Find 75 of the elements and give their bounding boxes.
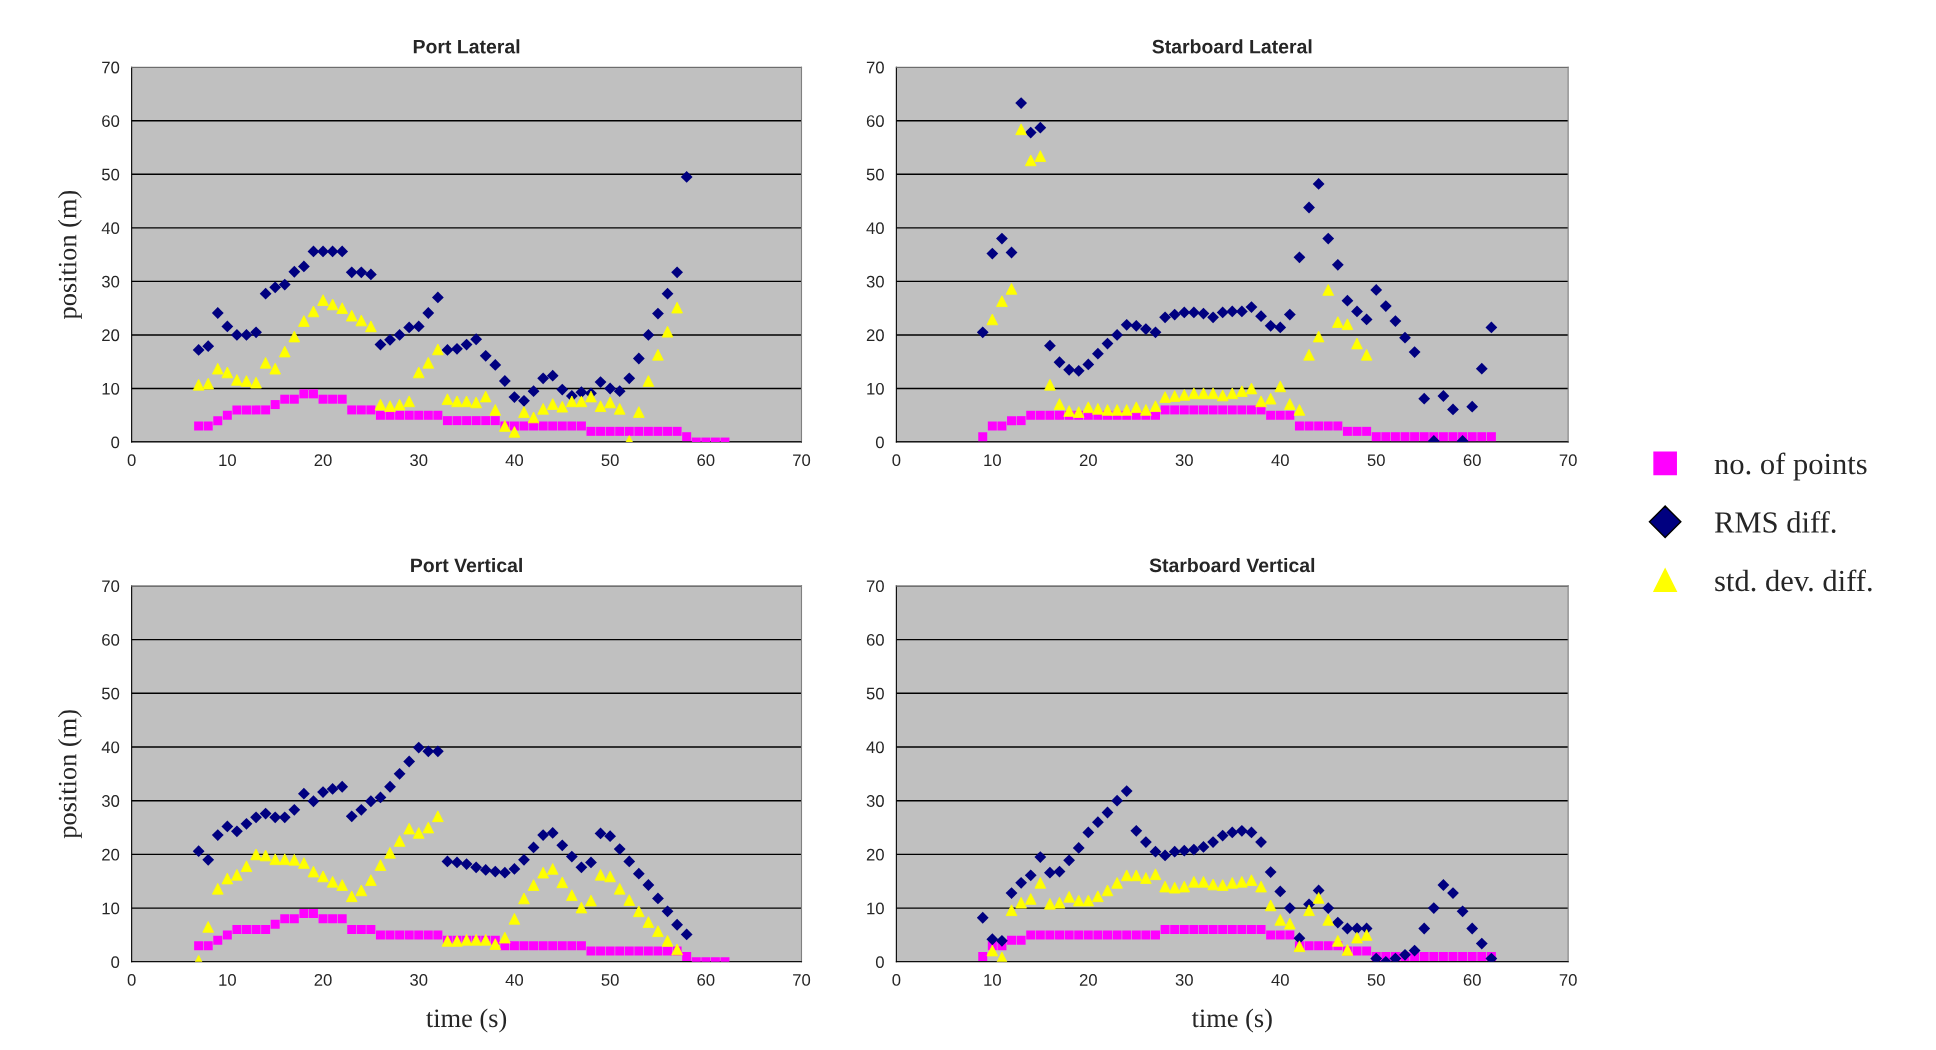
x-tick-label: 20 (314, 454, 332, 467)
x-tick-label: 70 (1559, 974, 1577, 986)
y-tick-label: 10 (867, 382, 884, 395)
y-tick-label: 70 (102, 580, 120, 593)
y-axis-title: position (m) (57, 190, 82, 320)
y-tick-label: 10 (102, 902, 120, 915)
y-tick-label: 0 (875, 956, 884, 968)
x-tick-label: 20 (1079, 454, 1097, 467)
y-tick-label: 50 (101, 687, 120, 700)
y-tick-label: 70 (866, 580, 884, 593)
y-tick-label: 30 (866, 795, 884, 807)
x-tick-label: 60 (1463, 454, 1481, 467)
y-tick-label: 70 (102, 61, 120, 74)
y-tick-label: 60 (866, 115, 884, 127)
y-tick-label: 40 (866, 741, 884, 754)
x-tick-label: 40 (1271, 974, 1289, 986)
legend-label: RMS diff. (1714, 510, 1836, 533)
y-tick-label: 50 (866, 168, 884, 181)
x-axis-title: time (s) (1191, 1008, 1272, 1033)
x-axis-title: time (s) (426, 1008, 507, 1033)
x-tick-label: 70 (793, 454, 811, 467)
x-tick-label: 30 (1175, 454, 1193, 467)
x-tick-label: 0 (127, 974, 136, 986)
y-tick-label: 50 (101, 168, 120, 181)
y-tick-label: 60 (102, 115, 120, 127)
x-tick-label: 0 (892, 454, 901, 467)
y-tick-label: 40 (101, 741, 120, 754)
y-tick-label: 20 (102, 848, 120, 861)
x-tick-label: 30 (410, 974, 428, 986)
y-tick-label: 0 (111, 436, 120, 449)
x-tick-label: 10 (219, 454, 236, 467)
x-tick-label: 20 (314, 974, 332, 986)
x-tick-label: 70 (1559, 454, 1577, 467)
x-tick-label: 30 (1175, 974, 1193, 986)
x-tick-label: 60 (697, 454, 715, 467)
y-tick-label: 30 (101, 275, 120, 288)
y-tick-label: 0 (875, 436, 884, 449)
x-tick-label: 40 (1271, 454, 1289, 467)
y-tick-label: 10 (102, 382, 120, 395)
y-tick-label: 30 (101, 795, 120, 807)
x-tick-label: 30 (410, 454, 428, 467)
x-tick-label: 60 (697, 974, 715, 986)
x-tick-label: 50 (1367, 454, 1385, 467)
x-tick-label: 50 (601, 454, 619, 467)
y-tick-label: 50 (866, 687, 884, 700)
chart-title: Port Vertical (411, 557, 522, 573)
y-tick-label: 40 (866, 222, 884, 235)
y-tick-label: 20 (102, 329, 120, 342)
y-tick-label: 70 (866, 61, 884, 74)
x-tick-label: 40 (505, 974, 524, 986)
y-tick-label: 10 (867, 902, 884, 915)
x-tick-label: 0 (127, 454, 136, 467)
x-tick-label: 50 (601, 974, 619, 986)
y-tick-label: 40 (101, 222, 120, 235)
legend-label: no. of points (1714, 452, 1867, 481)
y-tick-label: 60 (102, 634, 120, 646)
x-tick-label: 60 (1463, 974, 1481, 986)
x-tick-label: 20 (1079, 974, 1097, 986)
chart-title: Port Lateral (413, 39, 520, 54)
y-tick-label: 20 (866, 848, 884, 861)
x-tick-label: 70 (793, 974, 811, 986)
x-tick-label: 10 (984, 974, 1001, 986)
y-tick-label: 30 (866, 275, 884, 288)
chart-title: Starboard Vertical (1149, 557, 1315, 573)
x-tick-label: 0 (892, 974, 901, 986)
x-tick-label: 10 (219, 974, 236, 986)
y-tick-label: 60 (866, 634, 884, 646)
x-tick-label: 10 (984, 454, 1001, 467)
y-tick-label: 0 (111, 956, 120, 968)
chart-title: Starboard Lateral (1152, 39, 1312, 54)
y-tick-label: 20 (866, 329, 884, 342)
x-tick-label: 50 (1367, 974, 1385, 986)
legend-label: std. dev. diff. (1715, 569, 1872, 592)
y-axis-title: position (m) (57, 710, 82, 839)
x-tick-label: 40 (505, 454, 524, 467)
